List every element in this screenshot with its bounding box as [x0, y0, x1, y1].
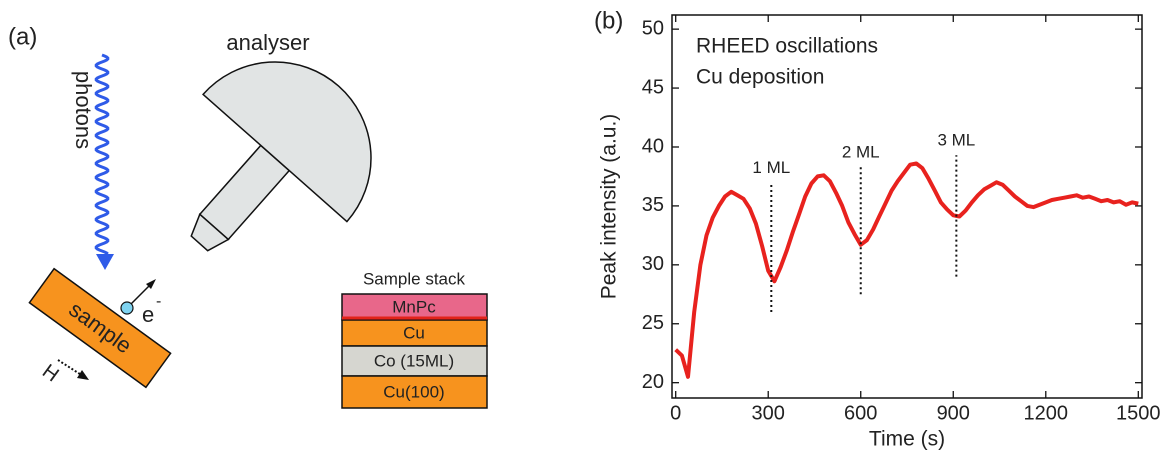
sample-stack: MnPc Cu Co (15ML) Cu(100) [341, 293, 488, 409]
analyser-label: analyser [226, 30, 309, 55]
annotation: Cu deposition [696, 66, 824, 89]
plot-frame [671, 14, 1143, 399]
stack-layer [341, 293, 488, 321]
stack-layer-label: Cu(100) [383, 382, 444, 401]
marker-label: 2 ML [842, 143, 880, 162]
electron-arrow [129, 282, 153, 306]
x-axis-label: Time (s) [869, 428, 945, 451]
sample-block [28, 267, 172, 389]
photon-arrowhead [96, 254, 114, 270]
stack-layer-label: MnPc [392, 297, 436, 316]
y-axis-label: Peak intensity (a.u.) [598, 114, 621, 300]
stack-layer [341, 319, 488, 347]
marker-label: 3 ML [937, 131, 975, 150]
panel-label: (a) [8, 23, 37, 50]
annotation: RHEED oscillations [696, 35, 878, 58]
marker-label: 1 ML [752, 158, 790, 177]
y-tick-label: 20 [642, 371, 664, 393]
electron-arrowhead [146, 279, 156, 289]
electron-label: e [142, 302, 154, 327]
x-tick-label: 300 [752, 402, 785, 424]
x-tick-label: 1200 [1024, 402, 1069, 424]
x-tick-label: 600 [844, 402, 877, 424]
analyser-tip [190, 213, 230, 252]
y-tick-label: 45 [642, 76, 664, 98]
panel-label: (b) [594, 7, 623, 34]
y-tick-label: 25 [642, 312, 664, 334]
plot: 20 25 30 35 40 45 50 0 300 600 900 1200 1500 Time (s)… [598, 14, 1161, 451]
electron [120, 301, 134, 315]
stack-layer-label: Co (15ML) [374, 351, 454, 370]
x-tick-label: 0 [670, 402, 681, 424]
field-label: H [38, 360, 63, 386]
photons-label: photons [71, 71, 96, 149]
x-tick-label: 900 [937, 402, 970, 424]
field-arrow [57, 359, 84, 377]
y-tick-label: 35 [642, 194, 664, 216]
stack-title: Sample stack [363, 269, 466, 288]
analyser-dome [202, 61, 372, 223]
photon-wave [94, 53, 110, 256]
y-tick-label: 30 [642, 253, 664, 275]
electron-charge: - [156, 293, 161, 310]
data-line [674, 161, 1139, 379]
stack-layer-label: Cu [403, 323, 425, 342]
y-tick-label: 50 [642, 17, 664, 39]
y-tick-label: 40 [642, 135, 664, 157]
x-tick-label: 1500 [1116, 402, 1161, 424]
analyser [190, 61, 372, 252]
stack-layer [341, 375, 488, 409]
stack-layer [341, 345, 488, 377]
field-arrowhead [77, 370, 89, 380]
